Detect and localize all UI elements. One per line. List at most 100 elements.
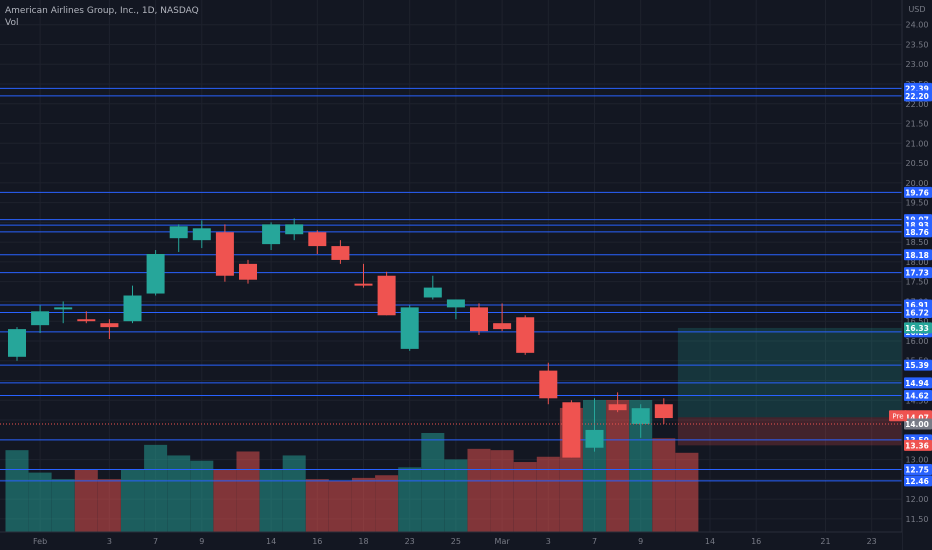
- y-tick-label: 21.50: [906, 120, 929, 129]
- y-tick-label: 23.50: [906, 40, 929, 49]
- x-tick-label: 3: [107, 537, 112, 546]
- candle-body: [446, 299, 465, 308]
- volume-bar: [398, 467, 422, 532]
- volume-bar: [121, 469, 144, 532]
- volume-bar: [28, 472, 52, 532]
- candle-body: [169, 226, 188, 239]
- level-price-label-bg: [904, 475, 932, 487]
- volume-bar: [144, 444, 168, 532]
- x-tick-label: 9: [199, 537, 204, 546]
- level-price-label-bg: [904, 359, 932, 371]
- candle-body: [146, 254, 165, 294]
- y-tick-label: 18.50: [906, 238, 929, 247]
- x-tick-label: 23: [867, 537, 877, 546]
- volume-bar: [375, 475, 399, 532]
- level-price-label-bg: [904, 307, 932, 319]
- candle-body: [308, 232, 327, 247]
- volume-bar: [74, 469, 98, 532]
- candle-body: [192, 228, 211, 241]
- volume-bar: [444, 459, 468, 532]
- candle-body: [8, 329, 26, 357]
- y-tick-label: 13.00: [906, 456, 929, 465]
- level-price-label-bg: [904, 390, 932, 402]
- volume-label: Vol: [5, 18, 19, 28]
- price-marker-label: 14.07: [905, 413, 929, 422]
- candle-body: [608, 404, 627, 411]
- y-tick-label: 24.00: [906, 21, 929, 30]
- candle-body: [400, 307, 419, 349]
- candle-body: [516, 317, 535, 353]
- y-tick-label: 21.00: [906, 139, 929, 148]
- level-price-label-bg: [904, 249, 932, 261]
- volume-bar: [97, 479, 121, 532]
- volume-bar: [467, 448, 491, 532]
- position-target-zone: [677, 327, 902, 418]
- candle-body: [423, 287, 442, 298]
- premarket-tag: Pre: [892, 413, 903, 421]
- x-tick-label: 7: [153, 537, 158, 546]
- candle-body: [262, 224, 281, 245]
- candle-body: [493, 323, 512, 330]
- level-price-label: 16.72: [905, 309, 929, 318]
- level-price-label: 18.76: [905, 228, 929, 237]
- current-price-label-bg: [904, 418, 932, 430]
- y-tick-label: 16.00: [906, 337, 929, 346]
- volume-bar: [629, 400, 653, 532]
- candle-body: [31, 311, 50, 326]
- level-price-label-bg: [904, 90, 932, 102]
- volume-bar: [213, 469, 237, 532]
- volume-bar: [421, 433, 445, 532]
- candle-body: [331, 246, 350, 260]
- candle-body: [77, 319, 96, 322]
- y-tick-label: 20.50: [906, 159, 929, 168]
- price-marker-label: 16.33: [905, 324, 929, 333]
- x-tick-label: Feb: [33, 537, 47, 546]
- candle-body: [285, 224, 304, 235]
- volume-bar: [167, 455, 191, 532]
- level-price-label: 17.73: [905, 269, 929, 278]
- candle-body: [631, 408, 650, 424]
- level-price-label-bg: [904, 186, 932, 198]
- level-price-label: 16.91: [905, 301, 929, 310]
- y-tick-label: 22.00: [906, 100, 929, 109]
- volume-bar: [352, 477, 375, 532]
- y-tick-label: 20.00: [906, 179, 929, 188]
- candle-body: [562, 402, 581, 458]
- candle-body: [539, 370, 558, 399]
- volume-bar: [652, 438, 676, 532]
- level-price-label: 15.39: [905, 361, 929, 370]
- level-price-label-bg: [904, 377, 932, 389]
- currency-label: USD: [908, 5, 925, 14]
- x-tick-label: 21: [820, 537, 830, 546]
- volume-bar: [513, 462, 537, 532]
- level-price-label: 18.18: [905, 251, 929, 260]
- candle-body: [354, 283, 373, 286]
- y-tick-label: 11.50: [906, 515, 929, 524]
- level-price-label-bg: [904, 463, 932, 475]
- level-price-label: 12.75: [905, 465, 929, 474]
- position-stop-zone: [677, 417, 902, 446]
- level-price-label: 14.62: [905, 392, 929, 401]
- time-axis-panel: [0, 532, 902, 550]
- level-price-label: 22.20: [905, 92, 929, 101]
- candle-body: [585, 429, 604, 448]
- level-price-label-bg: [904, 226, 932, 238]
- y-tick-label: 23.00: [906, 60, 929, 69]
- x-tick-label: 18: [358, 537, 368, 546]
- y-tick-label: 16.50: [906, 317, 929, 326]
- volume-bar: [5, 450, 29, 532]
- x-tick-label: 3: [546, 537, 551, 546]
- volume-bar: [675, 452, 699, 532]
- level-price-label: 22.39: [905, 84, 929, 93]
- candle-body: [470, 307, 488, 332]
- x-tick-label: Mar: [495, 537, 511, 546]
- level-price-label: 12.46: [905, 477, 929, 486]
- x-tick-label: 14: [705, 537, 715, 546]
- volume-bar: [51, 479, 75, 532]
- candle-body: [377, 275, 396, 316]
- x-tick-label: 16: [751, 537, 761, 546]
- y-tick-label: 18.00: [906, 258, 929, 267]
- volume-bar: [190, 460, 214, 532]
